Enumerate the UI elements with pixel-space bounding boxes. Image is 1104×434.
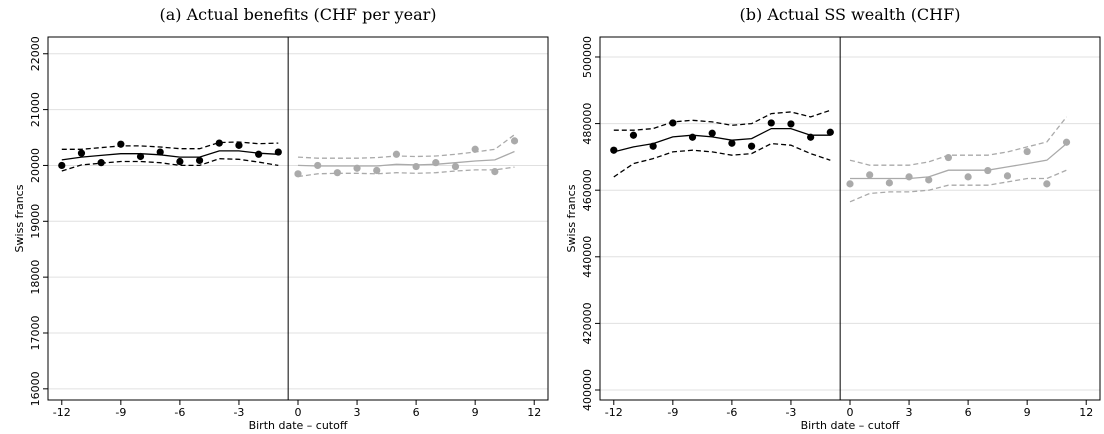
ci-line [613,109,831,131]
data-point [925,176,933,184]
data-point [866,171,874,179]
x-tick-label: -9 [115,406,126,419]
fit-line [613,127,831,153]
data-point [235,141,243,149]
fit-line [297,150,515,167]
x-tick-label: 9 [1024,406,1031,419]
data-point [708,129,716,137]
data-point [294,170,302,178]
y-tick-label: 460000 [581,169,594,211]
x-tick-label: 12 [1079,406,1093,419]
y-tick-label: 18000 [29,260,42,295]
x-tick-label: -12 [53,406,71,419]
y-tick-label: 22000 [29,36,42,71]
x-tick-label: 3 [906,406,913,419]
x-tick-label: 9 [472,406,479,419]
data-point [728,139,736,147]
ci-line [849,116,1068,166]
y-axis-label: Swiss francs [13,184,26,252]
data-point [629,131,638,139]
data-point [1003,172,1012,180]
y-tick-label: 440000 [581,236,594,278]
data-point [215,139,223,147]
data-point [1062,138,1071,146]
x-tick-label: -6 [174,406,185,419]
y-tick-label: 20000 [29,148,42,183]
ci-line [61,158,279,172]
y-tick-label: 500000 [581,36,594,78]
x-tick-label: -3 [785,406,796,419]
data-point [885,179,893,187]
data-point [1043,180,1051,188]
data-point [77,149,86,157]
y-axis-label: Swiss francs [565,184,578,252]
data-point [451,162,460,171]
data-point [392,150,401,158]
data-point [510,137,519,145]
y-tick-label: 16000 [29,371,42,406]
data-point [787,120,795,128]
y-tick-label: 420000 [581,302,594,344]
data-point [195,156,204,165]
x-tick-label: -6 [726,406,737,419]
data-point [610,146,618,154]
data-point [156,148,164,156]
x-tick-label: -9 [667,406,678,419]
x-tick-label: 6 [965,406,972,419]
y-tick-label: 400000 [581,369,594,411]
x-tick-label: 12 [527,406,541,419]
x-tick-label: 3 [354,406,361,419]
data-point [176,157,184,166]
data-point [412,162,420,171]
x-tick-label: -3 [233,406,244,419]
data-point [432,159,440,167]
data-point [669,119,677,127]
plot-frame [599,36,1101,401]
data-point [964,173,972,181]
x-tick-label: 0 [847,406,854,419]
data-point [471,145,479,153]
data-point [333,169,341,177]
x-axis-label: Birth date – cutoff [801,419,900,432]
data-point [1023,147,1031,156]
data-point [826,128,834,136]
plot-frame [47,36,549,401]
y-tick-label: 21000 [29,92,42,127]
x-tick-label: 6 [413,406,420,419]
fit-line [61,150,279,161]
x-tick-label: -12 [605,406,623,419]
data-point [255,150,263,158]
ci-line [297,166,515,178]
chart-title: (a) Actual benefits (CHF per year) [160,5,437,24]
fit-line [850,143,1067,180]
data-point [905,173,913,181]
data-point [58,161,66,170]
ci-line [849,169,1067,203]
chart-title: (b) Actual SS wealth (CHF) [740,5,961,24]
data-point [767,119,775,127]
data-point [491,167,499,176]
data-point [846,180,854,188]
data-point [136,152,145,161]
ci-line [61,141,279,150]
y-tick-label: 19000 [29,204,42,239]
ci-line [613,142,831,178]
data-point [373,166,381,175]
x-axis-label: Birth date – cutoff [249,419,348,432]
y-tick-label: 17000 [29,315,42,350]
data-point [747,142,756,150]
x-tick-label: 0 [295,406,302,419]
y-tick-label: 480000 [581,103,594,145]
ci-line [297,134,515,159]
